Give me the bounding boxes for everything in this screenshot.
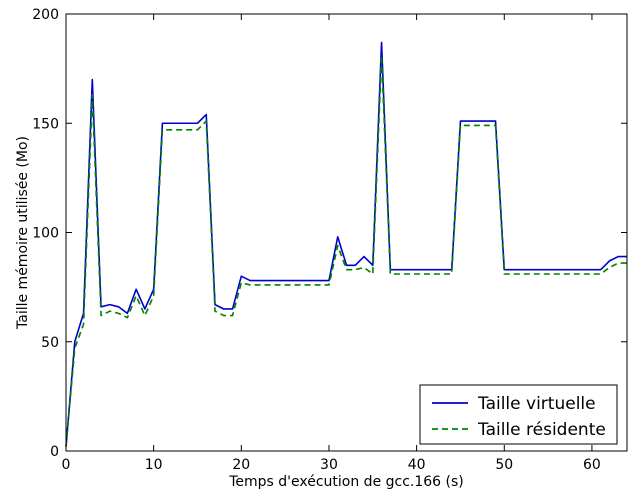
y-tick-label: 0 bbox=[50, 444, 59, 460]
y-tick-label: 150 bbox=[32, 116, 59, 132]
series-line-virtuelle bbox=[65, 41, 627, 447]
legend-box bbox=[419, 384, 618, 445]
plot-frame bbox=[65, 13, 628, 452]
ticks-layer: 0 10 20 30 40 50 60 0 50 100 150 200 bbox=[32, 7, 627, 473]
x-tick-label: 50 bbox=[495, 457, 513, 473]
y-axis-title: Taille mémoire utilisée (Mo) bbox=[15, 136, 31, 330]
x-tick-label: 0 bbox=[62, 457, 71, 473]
y-tick-label: 100 bbox=[32, 226, 59, 242]
legend: Taille virtuelle Taille résidente bbox=[419, 384, 618, 445]
x-tick-label: 30 bbox=[320, 457, 338, 473]
x-axis-title: Temps d'exécution de gcc.166 (s) bbox=[228, 474, 464, 490]
series-line-residente bbox=[65, 54, 627, 447]
legend-label-virtuelle: Taille virtuelle bbox=[477, 394, 596, 414]
x-tick-label: 40 bbox=[408, 457, 426, 473]
series-layer bbox=[65, 41, 627, 447]
x-tick-label: 20 bbox=[232, 457, 250, 473]
y-tick-label: 200 bbox=[32, 7, 59, 23]
x-tick-label: 10 bbox=[145, 457, 163, 473]
y-tick-label: 50 bbox=[41, 335, 59, 351]
legend-label-residente: Taille résidente bbox=[477, 420, 606, 440]
x-tick-label: 60 bbox=[583, 457, 601, 473]
